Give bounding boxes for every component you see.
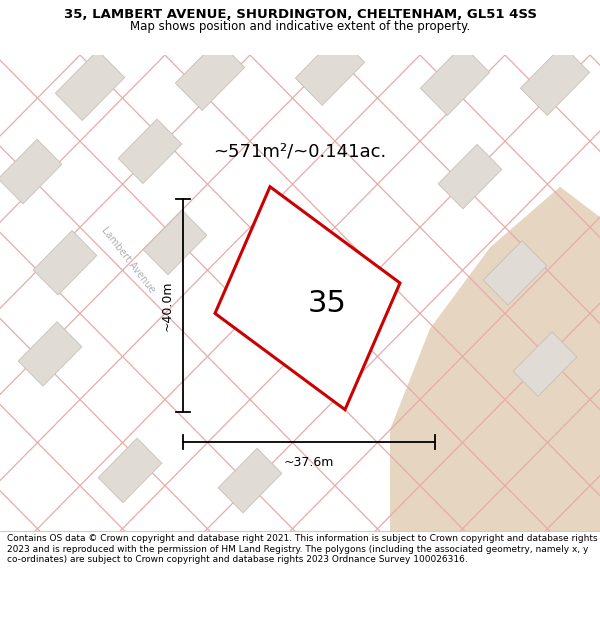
Polygon shape [520, 45, 590, 116]
Text: Contains OS data © Crown copyright and database right 2021. This information is : Contains OS data © Crown copyright and d… [7, 534, 598, 564]
Polygon shape [513, 332, 577, 396]
Polygon shape [438, 144, 502, 209]
Text: 35, LAMBERT AVENUE, SHURDINGTON, CHELTENHAM, GL51 4SS: 35, LAMBERT AVENUE, SHURDINGTON, CHELTEN… [64, 8, 536, 21]
Text: ~37.6m: ~37.6m [284, 456, 334, 469]
Text: Map shows position and indicative extent of the property.: Map shows position and indicative extent… [130, 20, 470, 33]
Polygon shape [175, 40, 245, 111]
Text: 35: 35 [308, 289, 347, 318]
Polygon shape [421, 45, 490, 116]
Polygon shape [55, 50, 125, 121]
Text: Lambert Avenue: Lambert Avenue [99, 225, 157, 294]
Polygon shape [295, 35, 365, 105]
Polygon shape [18, 322, 82, 386]
Polygon shape [98, 438, 162, 503]
Polygon shape [33, 231, 97, 295]
Polygon shape [118, 119, 182, 184]
Text: ~40.0m: ~40.0m [161, 280, 174, 331]
Text: ~571m²/~0.141ac.: ~571m²/~0.141ac. [214, 142, 386, 160]
Polygon shape [218, 448, 282, 513]
Polygon shape [390, 187, 600, 531]
Polygon shape [0, 139, 62, 204]
Polygon shape [215, 187, 400, 409]
Polygon shape [143, 210, 207, 275]
Polygon shape [483, 241, 547, 305]
